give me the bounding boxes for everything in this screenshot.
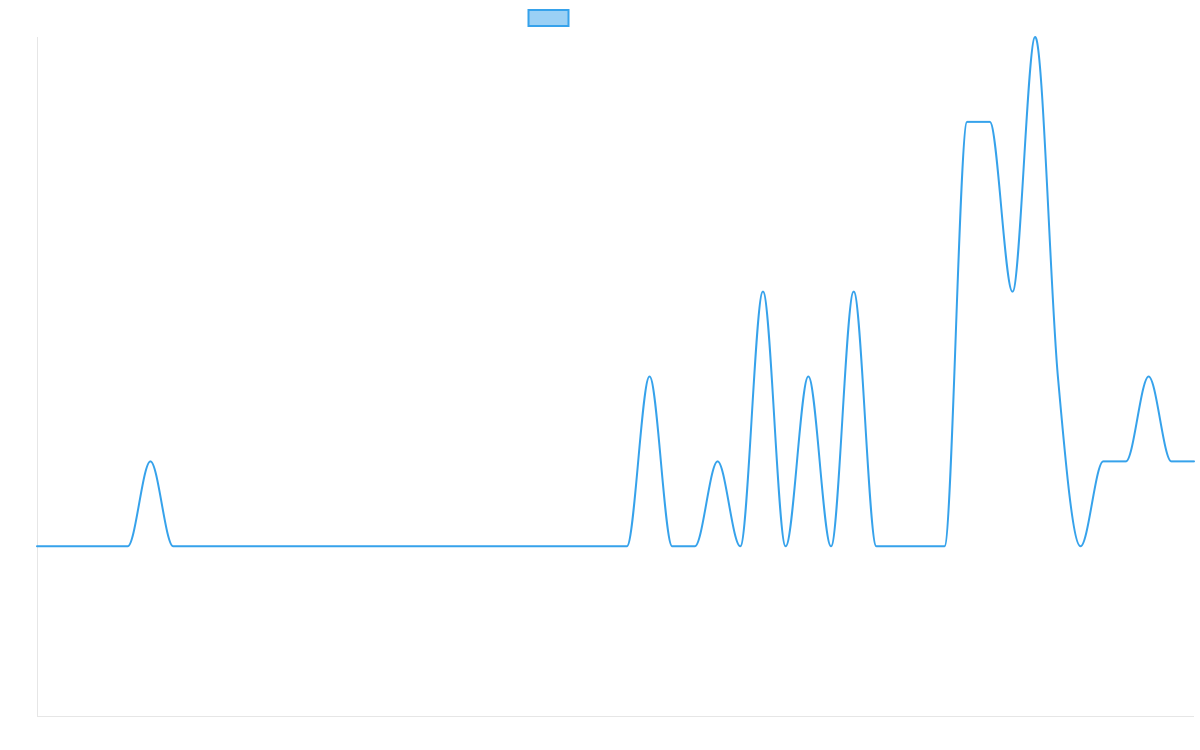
chart-legend <box>527 9 570 27</box>
legend-swatch-0[interactable] <box>527 9 570 27</box>
series-line-0 <box>36 36 1195 548</box>
series-layer <box>36 36 1195 548</box>
chart-axes <box>37 37 1194 717</box>
